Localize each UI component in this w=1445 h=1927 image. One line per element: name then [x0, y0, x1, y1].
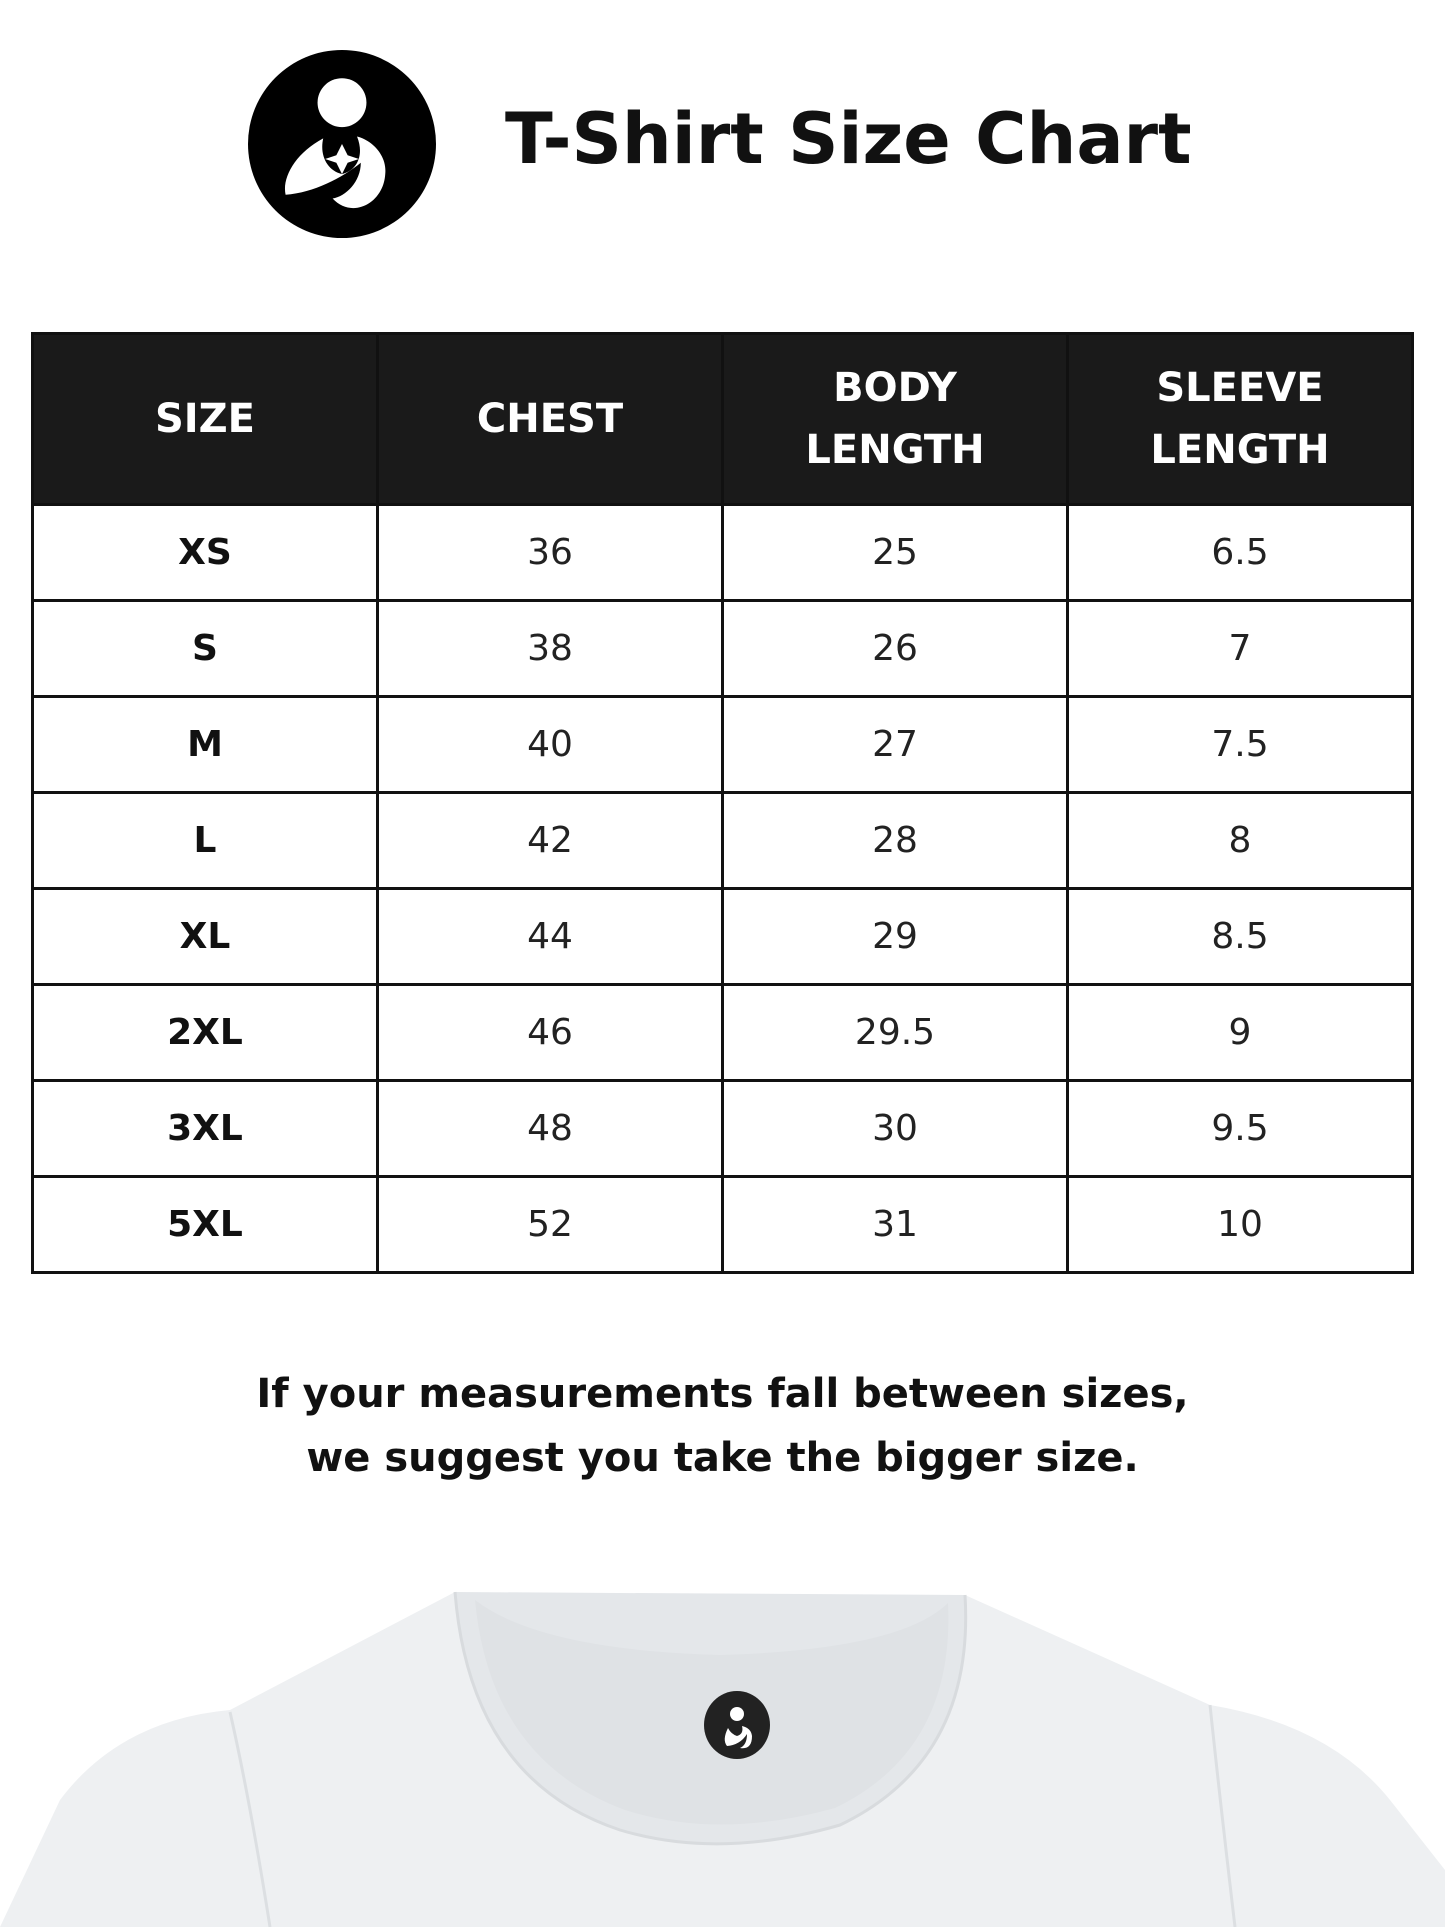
size-chart-table: SIZE CHEST BODY LENGTH SLEEVE LENGTH XS 36 2… [31, 332, 1414, 1274]
cell-size: M [31, 695, 379, 794]
page-title: T-Shirt Size Chart [505, 98, 1192, 180]
table-header-row: SIZE CHEST BODY LENGTH SLEEVE LENGTH [31, 332, 1414, 506]
note-line-1: If your measurements fall between sizes, [256, 1371, 1189, 1417]
column-header-chest: CHEST [376, 332, 724, 506]
cell-chest: 48 [376, 1079, 724, 1178]
cell-body-length: 29 [721, 887, 1069, 986]
cell-sleeve-length: 10 [1066, 1175, 1414, 1274]
cell-size: 3XL [31, 1079, 379, 1178]
table-row: XS 36 25 6.5 [31, 503, 1414, 602]
cell-sleeve-length: 6.5 [1066, 503, 1414, 602]
brand-logo-icon [248, 50, 436, 238]
cell-size: 5XL [31, 1175, 379, 1274]
note-line-2: we suggest you take the bigger size. [306, 1435, 1139, 1481]
table-row: 2XL 46 29.5 9 [31, 983, 1414, 1082]
cell-chest: 44 [376, 887, 724, 986]
column-header-sleeve-length: SLEEVE LENGTH [1066, 332, 1414, 506]
table-row: M 40 27 7.5 [31, 695, 1414, 794]
table-row: S 38 26 7 [31, 599, 1414, 698]
cell-chest: 42 [376, 791, 724, 890]
tag-logo-icon [704, 1691, 770, 1759]
cell-size: XL [31, 887, 379, 986]
cell-chest: 46 [376, 983, 724, 1082]
cell-body-length: 27 [721, 695, 1069, 794]
cell-body-length: 30 [721, 1079, 1069, 1178]
table-row: 3XL 48 30 9.5 [31, 1079, 1414, 1178]
cell-size: 2XL [31, 983, 379, 1082]
table-row: L 42 28 8 [31, 791, 1414, 890]
cell-chest: 36 [376, 503, 724, 602]
table-row: 5XL 52 31 10 [31, 1175, 1414, 1274]
column-header-body-length: BODY LENGTH [721, 332, 1069, 506]
cell-body-length: 25 [721, 503, 1069, 602]
tshirt-image [0, 1591, 1445, 1927]
cell-chest: 52 [376, 1175, 724, 1274]
cell-sleeve-length: 8 [1066, 791, 1414, 890]
sizing-note: If your measurements fall between sizes,… [0, 1362, 1445, 1490]
cell-chest: 40 [376, 695, 724, 794]
cell-size: XS [31, 503, 379, 602]
cell-sleeve-length: 9 [1066, 983, 1414, 1082]
cell-sleeve-length: 9.5 [1066, 1079, 1414, 1178]
cell-sleeve-length: 7 [1066, 599, 1414, 698]
cell-body-length: 28 [721, 791, 1069, 890]
cell-size: S [31, 599, 379, 698]
cell-body-length: 29.5 [721, 983, 1069, 1082]
column-header-size: SIZE [31, 332, 379, 506]
cell-size: L [31, 791, 379, 890]
cell-body-length: 26 [721, 599, 1069, 698]
cell-sleeve-length: 8.5 [1066, 887, 1414, 986]
cell-body-length: 31 [721, 1175, 1069, 1274]
cell-sleeve-length: 7.5 [1066, 695, 1414, 794]
table-row: XL 44 29 8.5 [31, 887, 1414, 986]
cell-chest: 38 [376, 599, 724, 698]
